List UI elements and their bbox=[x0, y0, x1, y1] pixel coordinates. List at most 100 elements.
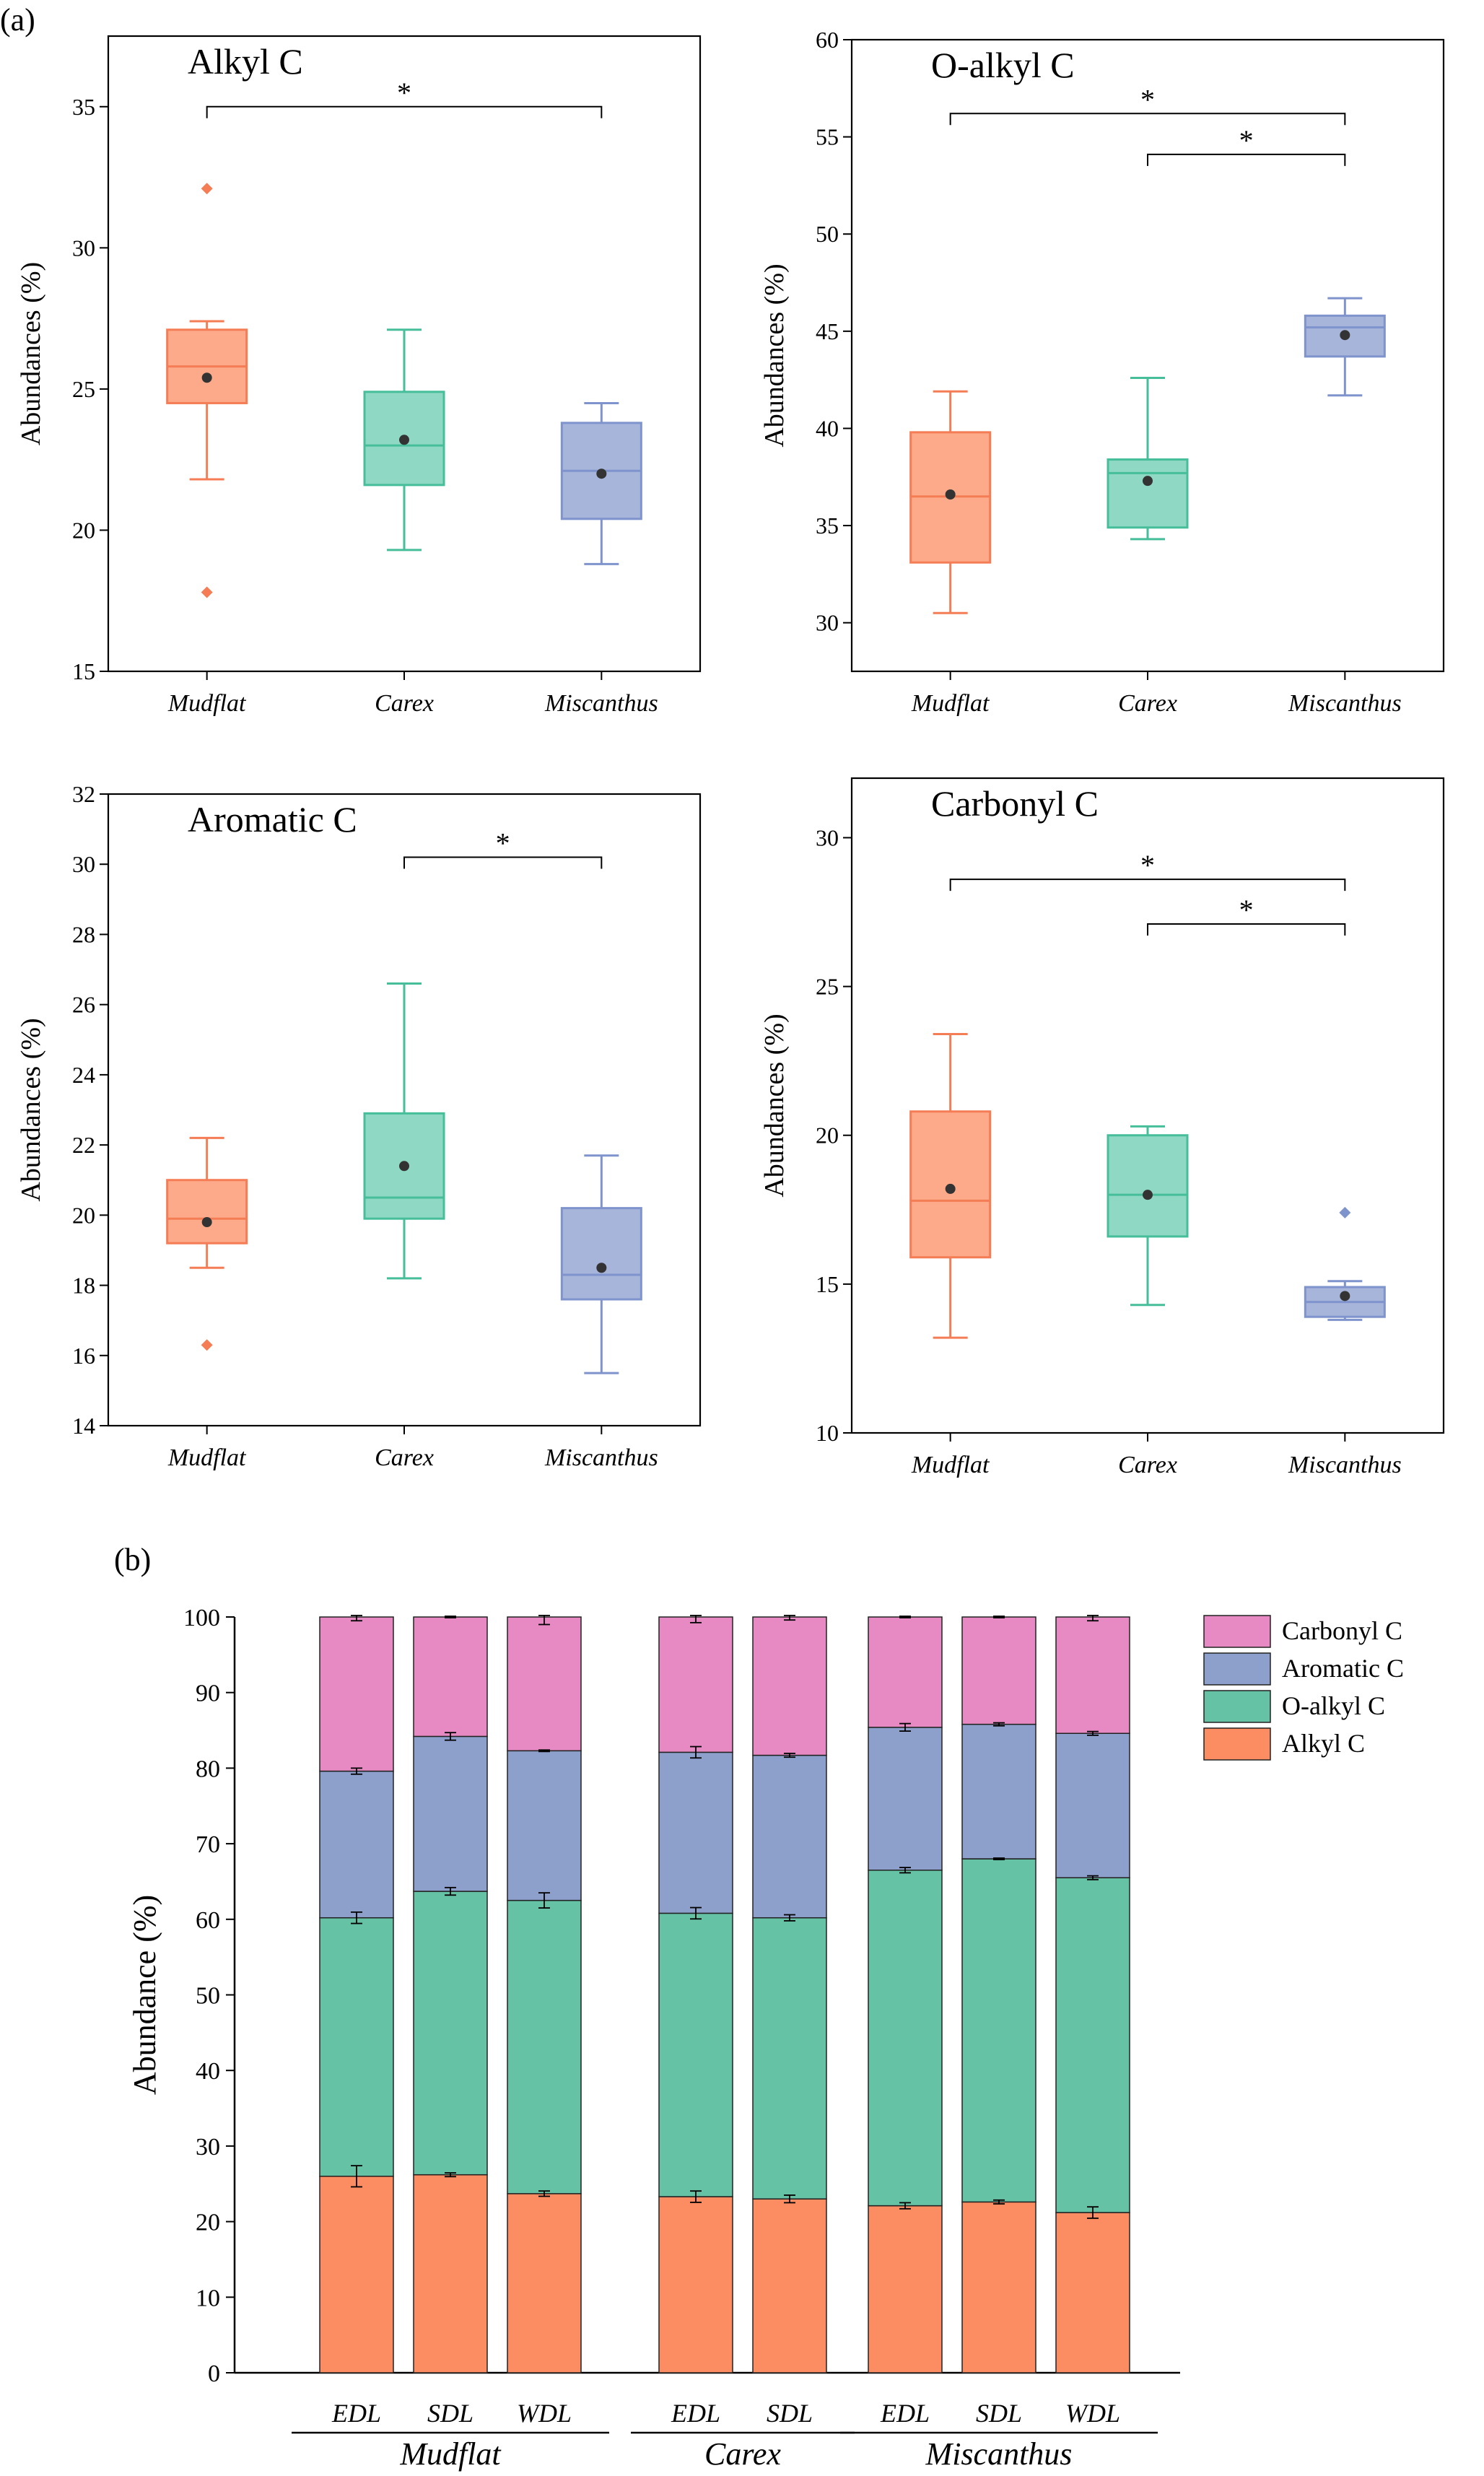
y-tick-label: 25 bbox=[72, 376, 95, 402]
x-tick-label: Carex bbox=[375, 690, 434, 717]
significance-star: * bbox=[1140, 83, 1155, 115]
bar-segment-o-alkyl-c bbox=[1055, 1877, 1130, 2213]
y-tick-label: 30 bbox=[196, 2134, 220, 2161]
significance-bracket bbox=[1147, 923, 1346, 936]
bar-segment-carbonyl-c bbox=[658, 1616, 733, 1753]
significance-star: * bbox=[1239, 124, 1254, 157]
y-tick-label: 25 bbox=[816, 974, 839, 1000]
y-tick-label: 90 bbox=[196, 1681, 220, 1707]
y-tick-label: 26 bbox=[72, 992, 95, 1018]
mean-marker bbox=[945, 489, 956, 500]
legend-label: Alkyl C bbox=[1282, 1729, 1365, 1758]
legend-label: Carbonyl C bbox=[1282, 1616, 1402, 1645]
mean-marker bbox=[399, 1161, 409, 1172]
y-tick-label: 80 bbox=[196, 1756, 220, 1782]
stacked-bar-panel: 0 10 20 30 40 50 60 70 80 90 100 Abundance (%) EDL SD… bbox=[127, 1605, 1404, 2472]
y-tick-label: 32 bbox=[72, 781, 95, 807]
y-tick-label: 45 bbox=[816, 318, 839, 344]
bar-segment-alkyl-c bbox=[961, 2201, 1036, 2373]
legend-label: Aromatic C bbox=[1282, 1654, 1404, 1683]
y-axis-label: Abundances (%) bbox=[759, 1013, 790, 1197]
significance-bracket bbox=[403, 856, 603, 869]
x-tick-label: SDL bbox=[427, 2399, 473, 2428]
mean-marker bbox=[201, 1217, 212, 1228]
bar-segment-carbonyl-c bbox=[868, 1616, 943, 1728]
significance-bracket bbox=[206, 105, 603, 118]
panel-title: Aromatic C bbox=[188, 799, 357, 840]
box-Carex bbox=[1107, 458, 1189, 529]
box-panel-1: 30 35 40 45 50 55 60 Abundances (%) O-alkyl C Mud… bbox=[759, 27, 1445, 717]
x-tick-label: Miscanthus bbox=[1288, 690, 1402, 717]
box-Miscanthus bbox=[560, 1207, 642, 1301]
box-Carex bbox=[1107, 1134, 1189, 1238]
mean-marker bbox=[399, 435, 409, 445]
x-tick-label: Miscanthus bbox=[544, 690, 658, 717]
y-tick-label: 50 bbox=[196, 1983, 220, 2010]
bar-segment-carbonyl-c bbox=[961, 1616, 1036, 1725]
y-tick-label: 10 bbox=[816, 1420, 839, 1446]
y-tick-label: 20 bbox=[72, 1202, 95, 1228]
bar-segment-aromatic-c bbox=[961, 1723, 1036, 1860]
x-tick-label: Mudflat bbox=[167, 690, 247, 717]
bar-segment-o-alkyl-c bbox=[507, 1899, 582, 2194]
bar-segment-alkyl-c bbox=[868, 2205, 943, 2373]
bar-segment-carbonyl-c bbox=[319, 1616, 394, 1772]
bar-segment-carbonyl-c bbox=[752, 1616, 827, 1756]
bar-segment-alkyl-c bbox=[319, 2176, 394, 2373]
x-tick-label: EDL bbox=[331, 2399, 381, 2428]
significance-bracket bbox=[949, 879, 1346, 892]
x-tick-label: SDL bbox=[976, 2399, 1022, 2428]
y-tick-label: 20 bbox=[72, 517, 95, 543]
x-tick-label: EDL bbox=[671, 2399, 720, 2428]
y-tick-label: 15 bbox=[72, 658, 95, 684]
bar-segment-alkyl-c bbox=[1055, 2212, 1130, 2373]
y-tick-label: 35 bbox=[72, 94, 95, 120]
y-tick-label: 55 bbox=[816, 124, 839, 150]
mean-marker bbox=[1340, 330, 1350, 341]
significance-bracket bbox=[1147, 153, 1346, 166]
y-tick-label: 60 bbox=[816, 27, 839, 53]
y-axis-label: Abundance (%) bbox=[127, 1895, 162, 2095]
panel-title: Alkyl C bbox=[188, 41, 303, 82]
significance-bracket bbox=[949, 113, 1346, 126]
box-Mudflat bbox=[166, 1179, 248, 1244]
mean-marker bbox=[201, 372, 212, 383]
panel-label-b: (b) bbox=[114, 1542, 151, 1577]
x-tick-label: EDL bbox=[880, 2399, 930, 2428]
y-tick-label: 40 bbox=[816, 415, 839, 441]
x-tick-label: Mudflat bbox=[911, 1452, 990, 1478]
legend-swatch bbox=[1203, 1652, 1271, 1686]
y-tick-label: 30 bbox=[816, 824, 839, 850]
panel-title: O-alkyl C bbox=[931, 45, 1075, 85]
y-tick-label: 100 bbox=[183, 1605, 220, 1631]
box-panel-0: 15 20 25 30 35 Abundances (%) Alkyl C Mudflat Ca… bbox=[16, 35, 702, 717]
x-tick-label: Miscanthus bbox=[1288, 1452, 1402, 1478]
y-tick-label: 22 bbox=[72, 1132, 95, 1158]
bar-segment-aromatic-c bbox=[507, 1750, 582, 1901]
y-tick-label: 30 bbox=[72, 851, 95, 877]
y-tick-label: 35 bbox=[816, 513, 839, 539]
bar-segment-o-alkyl-c bbox=[658, 1912, 733, 2197]
x-tick-label: Miscanthus bbox=[544, 1444, 658, 1471]
outlier-point bbox=[201, 586, 213, 598]
x-tick-label: Carex bbox=[375, 1444, 434, 1471]
x-tick-label: Mudflat bbox=[911, 690, 990, 717]
y-tick-label: 60 bbox=[196, 1907, 220, 1934]
y-tick-label: 18 bbox=[72, 1273, 95, 1299]
significance-star: * bbox=[1239, 894, 1254, 926]
y-tick-label: 30 bbox=[72, 235, 95, 261]
x-tick-label: WDL bbox=[517, 2399, 572, 2428]
y-tick-label: 16 bbox=[72, 1343, 95, 1369]
mean-marker bbox=[945, 1183, 956, 1194]
bar-segment-o-alkyl-c bbox=[319, 1917, 394, 2177]
bar-segment-aromatic-c bbox=[752, 1754, 827, 1919]
panel-title: Carbonyl C bbox=[931, 783, 1099, 824]
y-tick-label: 15 bbox=[816, 1271, 839, 1297]
y-tick-label: 20 bbox=[196, 2210, 220, 2236]
significance-star: * bbox=[1140, 849, 1155, 881]
significance-star: * bbox=[496, 827, 510, 860]
outlier-point bbox=[1339, 1206, 1351, 1219]
y-axis-label: Abundances (%) bbox=[16, 262, 46, 445]
significance-star: * bbox=[397, 77, 411, 109]
